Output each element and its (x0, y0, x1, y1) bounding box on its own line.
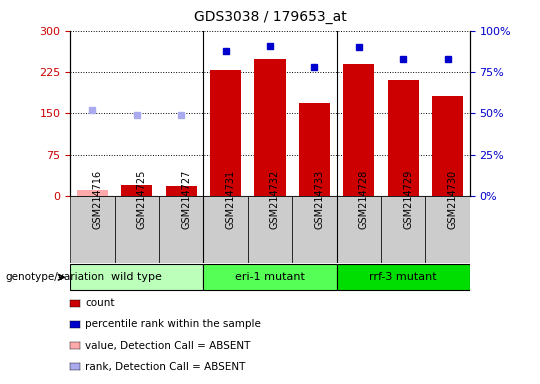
Bar (122, 185, 152, 196)
Bar (343, 64, 374, 196)
Bar (114, 196, 159, 263)
Text: count: count (85, 298, 115, 308)
Bar (204, 196, 248, 263)
Text: GSM214716: GSM214716 (92, 170, 103, 229)
Text: GSM214729: GSM214729 (403, 170, 413, 229)
Text: GSM214727: GSM214727 (181, 169, 191, 229)
Bar (426, 196, 470, 263)
Text: GSM214730: GSM214730 (448, 170, 457, 229)
Bar (166, 186, 197, 196)
Bar (336, 265, 470, 290)
Bar (159, 196, 204, 263)
Bar (70, 196, 114, 263)
Text: wild type: wild type (111, 272, 162, 283)
Bar (77, 190, 108, 196)
Bar (299, 103, 330, 196)
Bar (336, 196, 381, 263)
Bar (381, 196, 426, 263)
Bar (432, 96, 463, 196)
Text: GSM214733: GSM214733 (314, 170, 325, 229)
Text: GSM214728: GSM214728 (359, 170, 369, 229)
Bar (388, 80, 418, 196)
Text: GSM214731: GSM214731 (226, 170, 235, 229)
Text: genotype/variation: genotype/variation (5, 272, 105, 283)
Text: GSM214725: GSM214725 (137, 169, 147, 229)
Bar (210, 70, 241, 196)
Text: rrf-3 mutant: rrf-3 mutant (369, 272, 437, 283)
Text: GSM214732: GSM214732 (270, 170, 280, 229)
Bar (70, 265, 204, 290)
Text: value, Detection Call = ABSENT: value, Detection Call = ABSENT (85, 341, 251, 351)
Bar (248, 196, 292, 263)
Text: rank, Detection Call = ABSENT: rank, Detection Call = ABSENT (85, 362, 246, 372)
Text: percentile rank within the sample: percentile rank within the sample (85, 319, 261, 329)
Bar (292, 196, 336, 263)
Bar (204, 265, 336, 290)
Text: GDS3038 / 179653_at: GDS3038 / 179653_at (194, 10, 346, 23)
Bar (254, 60, 286, 196)
Text: eri-1 mutant: eri-1 mutant (235, 272, 305, 283)
